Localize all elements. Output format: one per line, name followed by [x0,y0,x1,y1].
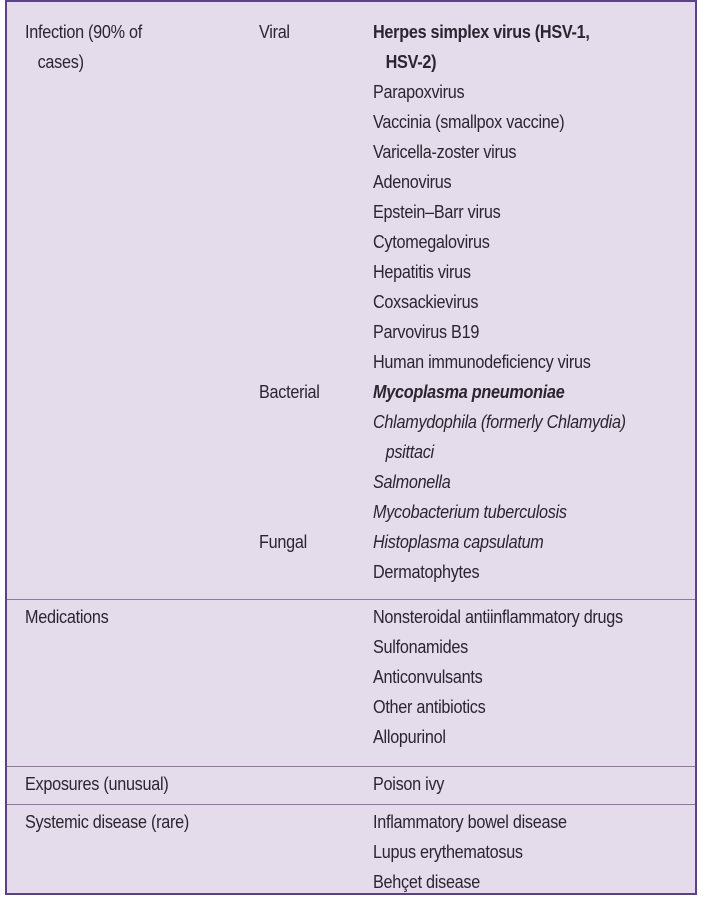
bacterial-label: Bacterial [259,382,320,402]
list-item: Herpes simplex virus (HSV-1, [373,22,590,42]
list-item: Nonsteroidal antiinflammatory drugs [373,607,623,627]
medications-category: Medications [25,607,109,627]
list-item: Coxsackievirus [373,292,479,312]
list-item: Human immunodeficiency virus [373,352,591,372]
list-item: Mycoplasma pneumoniae [373,382,565,402]
list-item: Epstein–Barr virus [373,202,501,222]
infection-category-line1: Infection (90% of [25,22,142,42]
list-item: Chlamydophila (formerly Chlamydia) [373,412,626,432]
list-item: Other antibiotics [373,697,486,717]
fungal-list: Histoplasma capsulatum Dermatophytes [373,527,670,587]
systemic-section: Systemic disease (rare) Inflammatory bow… [7,804,695,893]
list-item: Mycobacterium tuberculosis [373,502,567,522]
list-item: Lupus erythematosus [373,842,523,862]
list-item: Histoplasma capsulatum [373,532,544,552]
exposures-list: Poison ivy [373,769,670,799]
exposures-section: Exposures (unusual) Poison ivy [7,766,695,805]
list-item: Parvovirus B19 [373,322,480,342]
exposures-category: Exposures (unusual) [25,774,169,794]
list-item: Adenovirus [373,172,452,192]
causes-table: Infection (90% of cases) Viral Herpes si… [5,0,697,895]
list-item: Varicella-zoster virus [373,142,517,162]
list-item: Behçet disease [373,872,481,892]
bacterial-list: Mycoplasma pneumoniae Chlamydophila (for… [373,377,670,527]
list-item: Anticonvulsants [373,667,483,687]
list-item: Dermatophytes [373,562,480,582]
list-item: Allopurinol [373,727,446,747]
infection-category: Infection (90% of cases) [25,17,205,77]
systemic-category: Systemic disease (rare) [25,812,189,832]
infection-category-line2: cases) [37,52,84,72]
list-item: Parapoxvirus [373,82,465,102]
list-item: Hepatitis virus [373,262,471,282]
medications-section: Medications Nonsteroidal antiinflammator… [7,599,695,767]
fungal-label: Fungal [259,532,307,552]
list-item: Vaccinia (smallpox vaccine) [373,112,565,132]
list-item: Cytomegalovirus [373,232,490,252]
list-item: Sulfonamides [373,637,468,657]
list-item: Poison ivy [373,774,445,794]
medications-list: Nonsteroidal antiinflammatory drugs Sulf… [373,602,670,752]
infection-section: Infection (90% of cases) Viral Herpes si… [7,2,695,600]
list-item: psittaci [385,442,435,462]
list-item: Salmonella [373,472,451,492]
list-item: Inflammatory bowel disease [373,812,567,832]
viral-label: Viral [259,22,290,42]
viral-list: Herpes simplex virus (HSV-1, HSV-2) Para… [373,17,670,377]
systemic-list: Inflammatory bowel disease Lupus erythem… [373,807,670,893]
list-item: HSV-2) [385,52,437,72]
